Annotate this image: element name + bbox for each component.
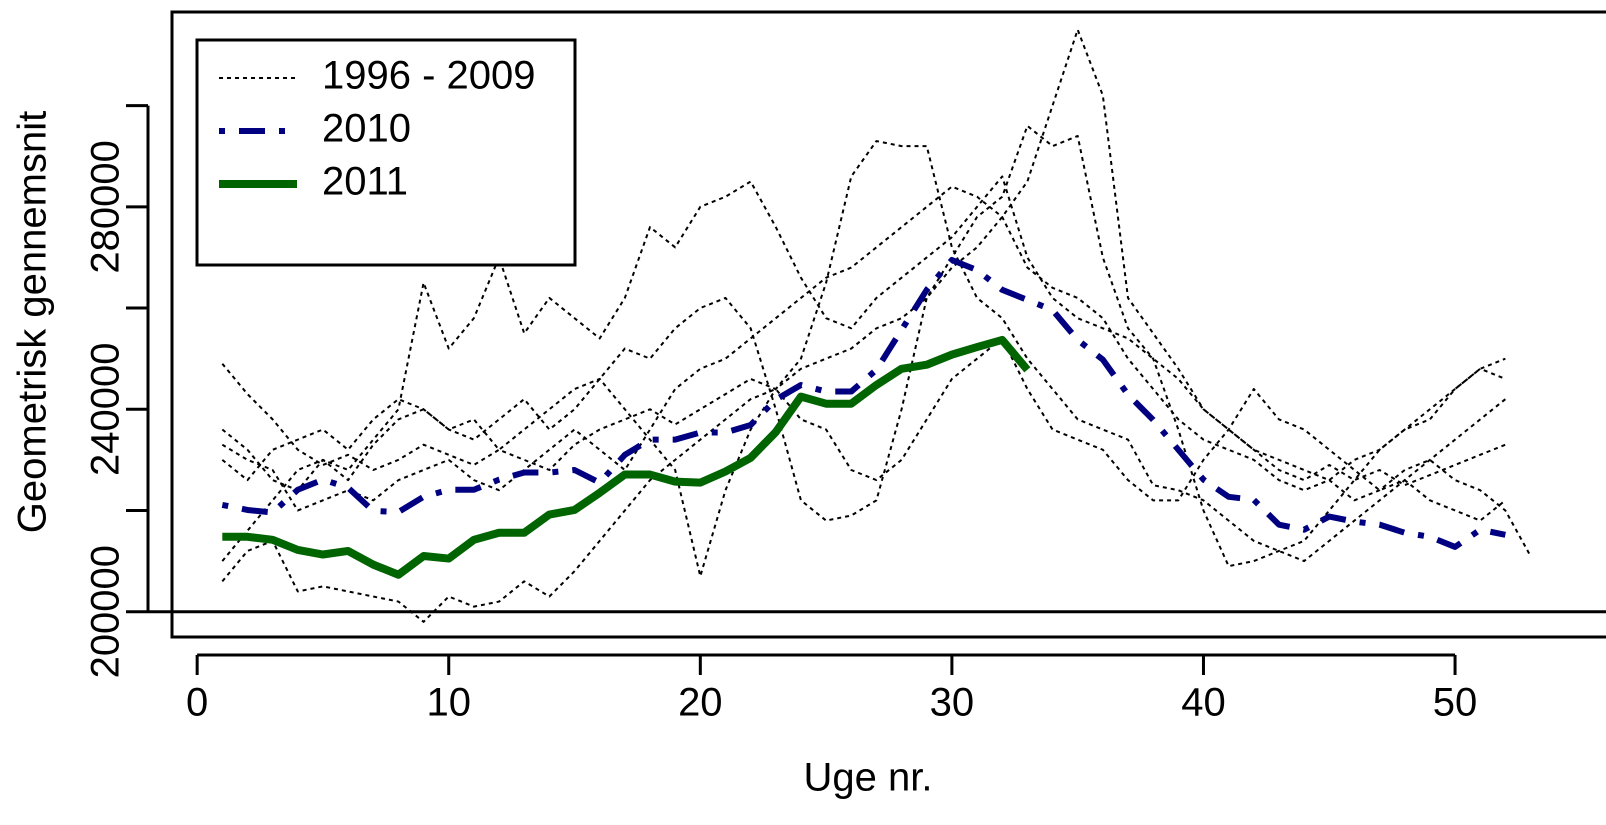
x-tick-label: 30 bbox=[930, 681, 975, 725]
series-line bbox=[221, 175, 1506, 492]
legend-label: 2010 bbox=[322, 107, 411, 151]
y-tick-label: 240000 bbox=[84, 343, 128, 476]
series-line bbox=[221, 28, 1506, 487]
x-tick-label: 20 bbox=[678, 681, 723, 725]
x-tick-label: 50 bbox=[1433, 681, 1478, 725]
legend-label: 2011 bbox=[322, 160, 408, 204]
x-tick-label: 0 bbox=[186, 681, 208, 725]
x-tick-label: 10 bbox=[426, 681, 471, 725]
y-axis-title: Geometrisk gennemsnit bbox=[11, 111, 55, 533]
series-line bbox=[221, 256, 1506, 550]
x-axis-title: Uge nr. bbox=[804, 756, 933, 800]
plot-frame bbox=[170, 10, 1606, 639]
series-line bbox=[221, 337, 1506, 623]
series-line bbox=[221, 140, 1506, 578]
x-tick-label: 40 bbox=[1181, 681, 1226, 725]
y-tick-label: 280000 bbox=[84, 140, 128, 273]
series-line bbox=[221, 124, 1506, 568]
series-line bbox=[222, 335, 1031, 579]
y-tick-label: 200000 bbox=[84, 545, 128, 678]
legend-label: 1996 - 2009 bbox=[322, 54, 536, 98]
